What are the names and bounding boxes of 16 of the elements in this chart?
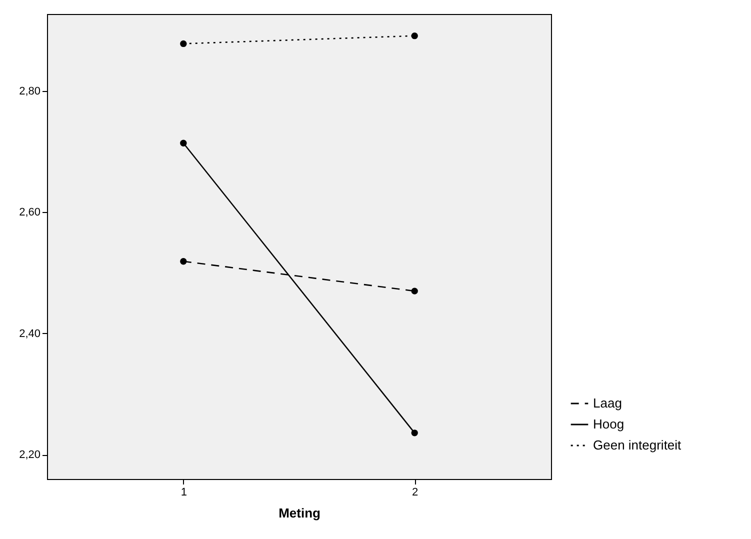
point [180, 140, 187, 146]
legend-label: Laag [593, 396, 622, 410]
point [180, 258, 187, 265]
point [411, 288, 418, 294]
x-axis-title: Meting [278, 506, 320, 520]
legend-label: Hoog [593, 416, 624, 432]
legend-label: Geen integriteit [593, 438, 682, 452]
y-tick-label: 2,60 [19, 206, 40, 219]
y-tick-label: 2,20 [19, 449, 40, 462]
point [180, 40, 187, 48]
x-tick-label: 1 [180, 486, 187, 498]
x-tick-label: 2 [412, 486, 418, 498]
y-tick-label: 2,40 [19, 328, 40, 340]
y-tick-label: 2,80 [19, 85, 40, 98]
point [411, 430, 418, 436]
point [411, 32, 418, 40]
